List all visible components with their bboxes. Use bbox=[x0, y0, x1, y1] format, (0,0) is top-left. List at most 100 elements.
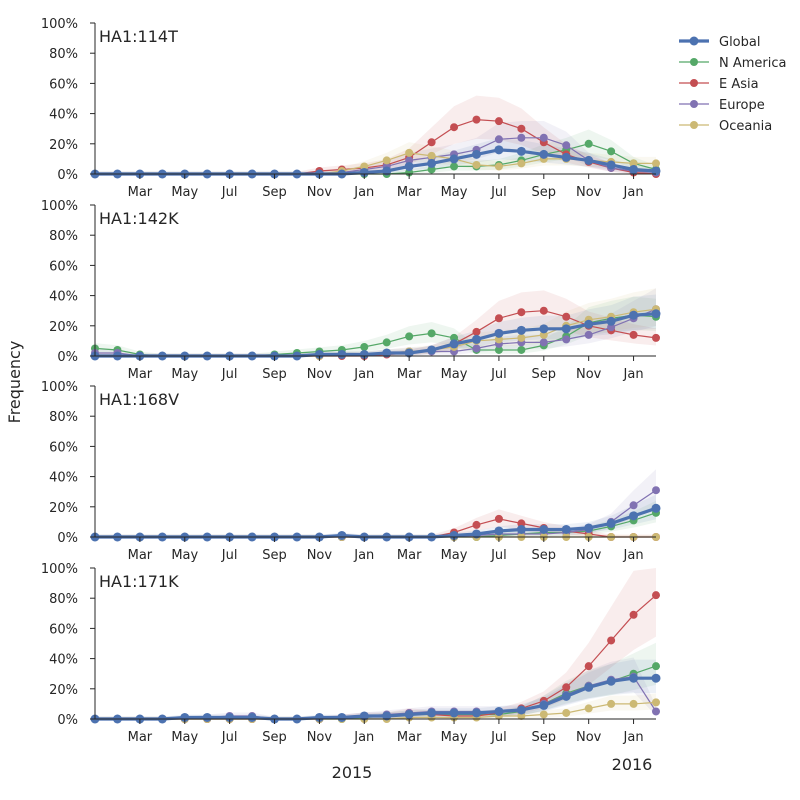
y-tick-label: 0% bbox=[57, 168, 78, 183]
point-e-asia bbox=[517, 519, 526, 528]
point-oceania bbox=[517, 711, 526, 720]
x-tick-label: Mar bbox=[397, 185, 422, 200]
point-global bbox=[561, 324, 571, 334]
point-global bbox=[449, 154, 459, 164]
point-e-asia bbox=[494, 514, 503, 523]
y-tick-label: 80% bbox=[49, 47, 78, 62]
y-tick-label: 20% bbox=[49, 501, 78, 516]
x-tick-label: Mar bbox=[128, 367, 153, 382]
x-tick-label: Jan bbox=[623, 367, 644, 382]
point-global bbox=[651, 673, 661, 683]
point-global bbox=[539, 700, 549, 710]
point-n-america bbox=[405, 332, 414, 341]
point-oceania bbox=[652, 698, 660, 707]
point-n-america bbox=[360, 342, 369, 351]
panel-title: HA1:171K bbox=[99, 572, 179, 591]
point-global bbox=[404, 709, 414, 719]
x-tick-label: May bbox=[441, 548, 468, 563]
point-europe bbox=[607, 323, 616, 332]
point-global bbox=[427, 708, 437, 718]
point-e-asia bbox=[607, 636, 616, 645]
x-tick-label: Jan bbox=[353, 730, 374, 745]
point-global bbox=[651, 503, 661, 513]
point-e-asia bbox=[472, 327, 481, 336]
point-global bbox=[314, 712, 324, 722]
point-global bbox=[494, 328, 504, 338]
panel-title: HA1:114T bbox=[99, 27, 178, 46]
point-oceania bbox=[494, 162, 503, 171]
point-n-america bbox=[517, 345, 526, 354]
point-global bbox=[382, 166, 392, 176]
point-global bbox=[584, 155, 594, 165]
point-global bbox=[539, 324, 549, 334]
point-e-asia bbox=[494, 117, 503, 126]
point-oceania bbox=[427, 151, 436, 160]
point-e-asia bbox=[472, 520, 481, 529]
point-oceania bbox=[584, 704, 593, 713]
point-global bbox=[629, 164, 639, 174]
point-europe bbox=[562, 141, 571, 150]
x-tick-label: Nov bbox=[307, 730, 333, 745]
point-global bbox=[516, 325, 526, 335]
point-europe bbox=[472, 344, 481, 353]
x-tick-label: Mar bbox=[397, 730, 422, 745]
legend-marker bbox=[690, 121, 698, 129]
point-global bbox=[382, 348, 392, 358]
x-tick-label: Jan bbox=[623, 548, 644, 563]
x-tick-label: May bbox=[441, 367, 468, 382]
point-global bbox=[359, 711, 369, 721]
band-oceania bbox=[95, 288, 656, 356]
panel-4: 0% 20% 40% 60% 80% 100% Mar May Jul Sep Nov Jan Mar M… bbox=[41, 562, 661, 745]
x-tick-label: May bbox=[441, 730, 468, 745]
point-oceania bbox=[382, 156, 391, 165]
y-tick-label: 60% bbox=[49, 440, 78, 455]
point-global bbox=[359, 349, 369, 359]
x-tick-label: Sep bbox=[532, 730, 557, 745]
y-tick-label: 100% bbox=[41, 380, 78, 395]
legend-marker bbox=[690, 100, 698, 108]
point-global bbox=[629, 673, 639, 683]
point-e-asia bbox=[450, 123, 459, 132]
x-tick-label: Sep bbox=[262, 548, 287, 563]
point-oceania bbox=[629, 699, 638, 708]
x-tick-label: May bbox=[171, 367, 198, 382]
point-global bbox=[471, 334, 481, 344]
band-europe bbox=[95, 469, 656, 537]
point-global bbox=[539, 524, 549, 534]
point-global bbox=[606, 518, 616, 528]
y-axis-title: Frequency bbox=[5, 341, 24, 424]
x-tick-label: Jan bbox=[353, 548, 374, 563]
legend-marker bbox=[689, 36, 699, 46]
point-e-asia bbox=[652, 591, 660, 600]
point-europe bbox=[517, 133, 526, 142]
y-tick-label: 20% bbox=[49, 138, 78, 153]
band-europe bbox=[95, 120, 656, 174]
x-tick-label: Jul bbox=[221, 185, 238, 200]
point-global bbox=[629, 511, 639, 521]
y-tick-label: 100% bbox=[41, 199, 78, 214]
x-tick-label: Nov bbox=[307, 185, 333, 200]
point-global bbox=[449, 530, 459, 540]
band-n-america bbox=[95, 129, 656, 174]
x-tick-label: Sep bbox=[532, 548, 557, 563]
point-global bbox=[471, 149, 481, 159]
x-tick-label: Jan bbox=[353, 185, 374, 200]
point-oceania bbox=[405, 148, 414, 157]
point-global bbox=[449, 339, 459, 349]
panel-title: HA1:142K bbox=[99, 209, 179, 228]
x-tick-label: Mar bbox=[397, 367, 422, 382]
x-tick-label: Sep bbox=[532, 185, 557, 200]
point-oceania bbox=[539, 710, 548, 719]
point-n-america bbox=[584, 139, 593, 148]
point-global bbox=[337, 712, 347, 722]
x-tick-label: Jul bbox=[490, 730, 507, 745]
point-global bbox=[516, 524, 526, 534]
point-europe bbox=[539, 133, 548, 142]
point-global bbox=[494, 145, 504, 155]
legend-item-oceania: Oceania bbox=[679, 119, 772, 134]
x-tick-label: Nov bbox=[576, 730, 602, 745]
point-global bbox=[337, 530, 347, 540]
point-global bbox=[494, 526, 504, 536]
panel-1: 0% 20% 40% 60% 80% 100% Mar May Jul Sep Nov Jan Mar M… bbox=[41, 17, 661, 200]
